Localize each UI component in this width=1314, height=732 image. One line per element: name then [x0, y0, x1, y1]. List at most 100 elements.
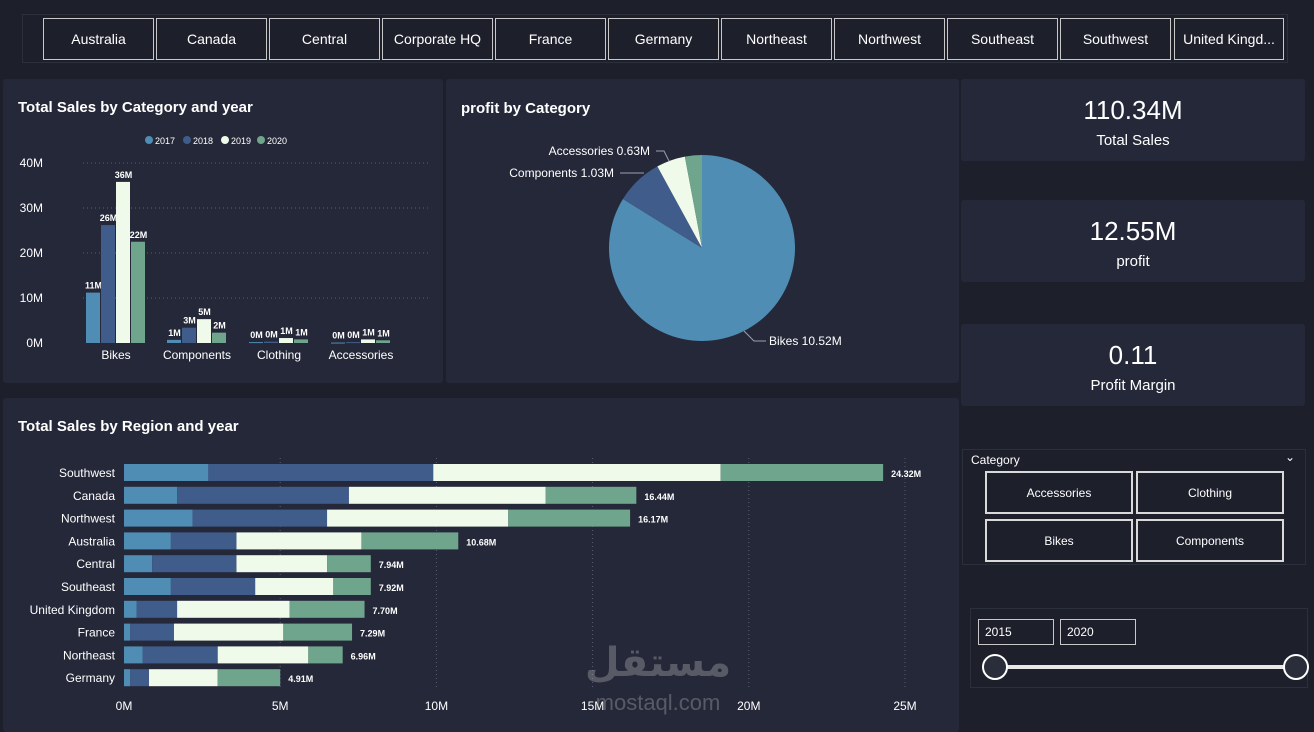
total-label: 16.44M [644, 492, 674, 502]
total-label: 7.92M [379, 583, 404, 593]
bar-central-2018 [152, 555, 237, 573]
bar-accessories-2017 [331, 342, 345, 344]
bar-components-2018 [182, 327, 196, 343]
kpi-profit-margin: 0.11 Profit Margin [961, 324, 1305, 406]
y-tick-label: 30M [20, 201, 43, 215]
year-range-slicer [970, 608, 1309, 688]
bar-southeast-2019 [255, 578, 334, 595]
pie-slice-components [622, 166, 702, 248]
leader-line [743, 330, 766, 342]
region-button-france[interactable]: France [495, 18, 606, 60]
bar-canada-2019 [348, 486, 546, 504]
data-label: 3M [183, 316, 196, 326]
y-tick-label: Canada [73, 489, 115, 503]
bar-southwest-2018 [208, 464, 434, 481]
category-chart-title: Total Sales by Category and year [18, 99, 253, 116]
bar-southeast-2020 [333, 578, 371, 595]
year-from-input[interactable] [978, 619, 1054, 645]
bar-canada-2018 [177, 486, 349, 504]
region-button-corporate-hq[interactable]: Corporate HQ [382, 18, 493, 60]
total-label: 7.29M [360, 629, 385, 639]
bar-australia-2020 [361, 532, 459, 550]
pie-label-bikes: Bikes 10.52M [769, 334, 842, 348]
bar-bikes-2019 [116, 181, 130, 343]
category-sales-panel: Total Sales by Category and year 2017 201… [3, 79, 443, 383]
data-label: 36M [115, 170, 133, 180]
bar-canada-2017 [124, 486, 178, 504]
region-button-canada[interactable]: Canada [156, 18, 267, 60]
region-button-northeast[interactable]: Northeast [721, 18, 832, 60]
bar-central-2020 [327, 555, 371, 573]
pie-slice-accessories [657, 156, 702, 248]
bar-france-2018 [130, 623, 174, 641]
data-label: 11M [85, 281, 102, 291]
bar-canada-2020 [545, 486, 637, 504]
region-button-australia[interactable]: Australia [43, 18, 154, 60]
region-button-central[interactable]: Central [269, 18, 380, 60]
bar-france-2019 [173, 623, 284, 641]
y-tick-label: France [78, 626, 116, 640]
bar-united-kingdom-2020 [289, 600, 365, 618]
bar-components-2017 [167, 339, 181, 343]
y-tick-label: 0M [26, 336, 43, 350]
data-label: 26M [100, 213, 118, 223]
y-tick-label: Northeast [63, 648, 116, 662]
region-chart-title: Total Sales by Region and year [18, 418, 239, 435]
bar-bikes-2020 [131, 241, 145, 343]
region-button-southeast[interactable]: Southeast [947, 18, 1058, 60]
region-button-united-kingd[interactable]: United Kingd... [1174, 18, 1284, 60]
year-to-input[interactable] [1060, 619, 1136, 645]
category-sales-chart: 2017 2018 2019 2020 40M 30M 20M 10M 0M 11M 26M 36M 2… [20, 136, 431, 362]
total-label: 7.70M [373, 606, 398, 616]
category-bikes-button[interactable]: Bikes [985, 519, 1133, 562]
data-label: 0M [347, 330, 360, 340]
bar-germany-2017 [124, 669, 131, 687]
pie-label-components: Components 1.03M [509, 166, 614, 180]
data-label: 5M [198, 307, 211, 317]
bar-accessories-2019 [361, 339, 375, 343]
data-label: 1M [362, 327, 375, 337]
legend-marker-2020 [257, 136, 265, 144]
year-slider-end-handle[interactable] [1283, 654, 1309, 680]
x-tick-label: Accessories [329, 348, 394, 362]
bar-united-kingdom-2017 [124, 600, 137, 618]
kpi-value: 12.55M [1089, 216, 1177, 246]
category-accessories-button[interactable]: Accessories [985, 471, 1133, 514]
y-tick-label: 40M [20, 156, 43, 170]
total-label: 16.17M [638, 515, 668, 525]
region-button-northwest[interactable]: Northwest [834, 18, 945, 60]
y-tick-label: Australia [68, 534, 115, 548]
bar-germany-2019 [148, 669, 218, 687]
data-label: 1M [377, 328, 390, 338]
chevron-down-icon[interactable]: ⌄ [1284, 450, 1295, 464]
bar-united-kingdom-2019 [177, 600, 290, 618]
kpi-total-sales: 110.34M Total Sales [961, 79, 1305, 161]
profit-category-panel: profit by Category Bikes 10.52M Component… [446, 79, 959, 383]
year-slider-start-handle[interactable] [982, 654, 1008, 680]
pie-label-accessories: Accessories 0.63M [549, 144, 650, 158]
x-tick-label: Clothing [257, 348, 301, 362]
legend-label-2017: 2017 [155, 136, 175, 146]
bar-france-2020 [283, 623, 353, 641]
bar-northwest-2019 [327, 509, 509, 527]
bar-central-2019 [236, 555, 328, 573]
category-components-button[interactable]: Components [1136, 519, 1284, 562]
category-clothing-button[interactable]: Clothing [1136, 471, 1284, 514]
y-tick-label: Central [76, 557, 115, 571]
bar-clothing-2018 [264, 341, 278, 343]
leader-line [656, 150, 670, 162]
year-slider-track[interactable] [995, 665, 1297, 669]
bar-southwest-2020 [720, 464, 884, 481]
x-tick-label: 5M [272, 699, 289, 713]
region-sales-panel: Total Sales by Region and year 0M 5M 10M 15… [3, 398, 959, 732]
region-button-southwest[interactable]: Southwest [1060, 18, 1171, 60]
x-tick-label: Components [163, 348, 231, 362]
bar-united-kingdom-2018 [136, 600, 178, 618]
bar-northwest-2017 [124, 509, 193, 527]
x-tick-label: Bikes [101, 348, 130, 362]
slicer-header: Category [971, 453, 1020, 467]
bar-australia-2017 [124, 532, 171, 550]
total-label: 24.32M [891, 469, 921, 479]
region-button-germany[interactable]: Germany [608, 18, 719, 60]
bar-northwest-2018 [192, 509, 328, 527]
